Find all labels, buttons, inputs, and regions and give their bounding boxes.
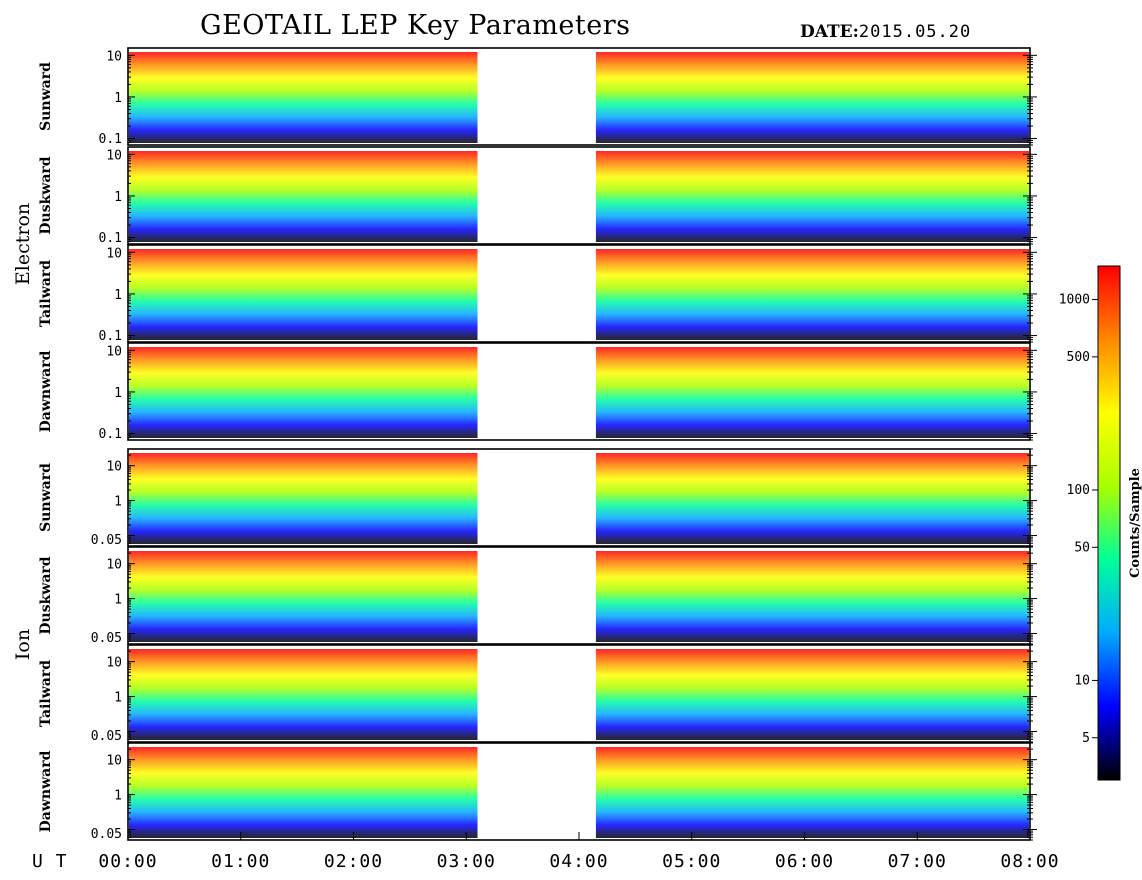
heatmap-segment — [129, 52, 478, 143]
y-tick-label: 10 — [106, 148, 122, 163]
y-tick-label: 10 — [106, 460, 122, 475]
colorbar-tick-label: 5 — [1082, 731, 1090, 746]
panel-label: Sunward — [38, 62, 54, 131]
heatmap-segment — [595, 151, 1029, 242]
panel-frame — [127, 546, 1031, 645]
panel-ion-duskward: 10 1 0.05 Duskward — [38, 546, 1037, 646]
heatmap-segment — [595, 347, 1029, 438]
x-tick-label: 01:00 — [211, 851, 270, 872]
panel-label: Duskward — [38, 156, 54, 234]
heatmap-segment — [129, 649, 478, 740]
panel-ion-sunward: 10 1 0.05 Sunward — [38, 448, 1037, 548]
date-value: 2015.05.20 — [858, 22, 972, 42]
y-tick-label: 0.05 — [91, 729, 122, 744]
y-tick-label: 10 — [106, 754, 122, 769]
x-tick-label: 07:00 — [888, 851, 947, 872]
y-tick-label: 10 — [106, 246, 122, 261]
heatmap-segment — [595, 52, 1029, 143]
x-tick-label: 06:00 — [775, 851, 834, 872]
group-label: Electron — [12, 203, 34, 285]
panel-ion-dawnward: 10 1 0.05 Dawnward — [38, 742, 1037, 842]
y-tick-label: 0.1 — [99, 329, 122, 344]
heatmap-segment — [129, 249, 478, 340]
x-axis-label: U T — [32, 851, 68, 872]
y-tick-label: 1 — [114, 91, 122, 106]
x-tick-label: 03:00 — [437, 851, 496, 872]
heatmap-segment — [595, 453, 1029, 544]
y-tick-label: 10 — [106, 558, 122, 573]
colorbar-tick-label: 50 — [1074, 540, 1090, 555]
heatmap-segment — [595, 649, 1029, 740]
heatmap-segment — [595, 747, 1029, 838]
date-label: DATE: — [800, 22, 859, 42]
panel-electron-sunward: 10 1 0.1 Sunward — [38, 47, 1037, 147]
panel-label: Duskward — [38, 556, 54, 634]
y-tick-label: 0.05 — [91, 827, 122, 842]
heatmap-segment — [129, 747, 478, 838]
chart-title: GEOTAIL LEP Key Parameters — [200, 10, 631, 41]
panel-electron-dawnward: 10 1 0.1 Dawnward — [38, 342, 1037, 442]
panel-ion-tailward: 10 1 0.05 Tailward — [38, 644, 1037, 744]
y-tick-label: 10 — [106, 344, 122, 359]
y-tick-label: 0.1 — [99, 132, 122, 147]
y-tick-label: 1 — [114, 288, 122, 303]
y-tick-label: 0.1 — [99, 231, 122, 246]
date-readout: DATE:2015.05.20 — [800, 22, 971, 42]
y-tick-label: 1 — [114, 495, 122, 510]
x-tick-label: 04:00 — [549, 851, 608, 872]
heatmap-segment — [595, 551, 1029, 642]
y-tick-label: 0.1 — [99, 427, 122, 442]
y-tick-label: 10 — [106, 49, 122, 64]
group-label: Ion — [12, 629, 34, 660]
y-tick-label: 0.05 — [91, 533, 122, 548]
y-tick-label: 1 — [114, 789, 122, 804]
colorbar — [1097, 265, 1121, 781]
colorbar-tick-label: 100 — [1067, 483, 1090, 498]
heatmap-segment — [129, 551, 478, 642]
x-tick-label: 05:00 — [662, 851, 721, 872]
panel-frame — [127, 644, 1031, 743]
y-tick-label: 1 — [114, 386, 122, 401]
colorbar-label: Counts/Sample — [1128, 468, 1142, 578]
panel-electron-duskward: 10 1 0.1 Duskward — [38, 146, 1037, 246]
y-tick-label: 1 — [114, 190, 122, 205]
panel-electron-tailward: 10 1 0.1 Tailward — [38, 244, 1037, 344]
heatmap-segment — [129, 151, 478, 242]
heatmap-segment — [129, 347, 478, 438]
panel-label: Tailward — [38, 660, 54, 727]
y-tick-label: 1 — [114, 593, 122, 608]
panel-label: Dawnward — [38, 750, 54, 832]
heatmap-segment — [129, 453, 478, 544]
panel-label: Tailward — [38, 260, 54, 327]
x-tick-label: 02:00 — [324, 851, 383, 872]
panel-label: Dawnward — [38, 350, 54, 432]
colorbar-tick-label: 10 — [1074, 673, 1090, 688]
panel-frame — [127, 448, 1031, 547]
colorbar-tick-label: 500 — [1067, 350, 1090, 365]
colorbar-tick-label: 1000 — [1059, 293, 1090, 308]
y-tick-label: 10 — [106, 656, 122, 671]
panel-label: Sunward — [38, 463, 54, 532]
y-tick-label: 1 — [114, 691, 122, 706]
y-tick-label: 0.05 — [91, 631, 122, 646]
heatmap-segment — [595, 249, 1029, 340]
x-tick-label: 08:00 — [1000, 851, 1059, 872]
x-tick-label: 00:00 — [98, 851, 157, 872]
